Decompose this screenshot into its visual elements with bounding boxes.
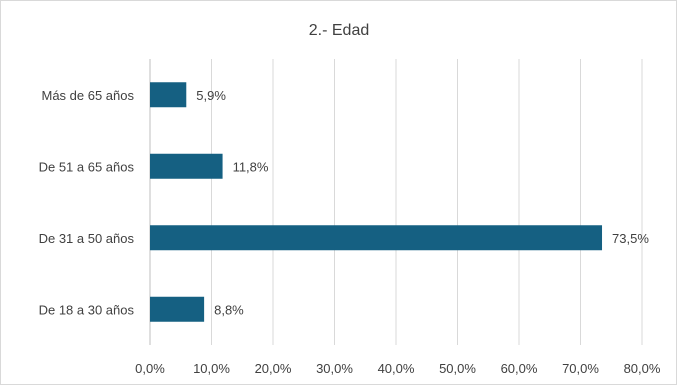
- gridlines: [149, 59, 643, 345]
- category-label-1: De 31 a 50 años: [39, 231, 135, 246]
- tick-label-40: 40,0%: [378, 361, 415, 376]
- data-label-2: 11,8%: [233, 159, 269, 174]
- bar-0: [150, 296, 205, 322]
- tick-label-70: 70,0%: [562, 361, 599, 376]
- tick-label-0: 0,0%: [135, 361, 165, 376]
- category-label-0: De 18 a 30 años: [39, 302, 135, 317]
- tick-label-20: 20,0%: [255, 361, 292, 376]
- bars: [150, 82, 603, 322]
- tick-label-10: 10,0%: [193, 361, 230, 376]
- tick-label-50: 50,0%: [439, 361, 476, 376]
- tick-label-30: 30,0%: [316, 361, 353, 376]
- bar-3: [150, 82, 187, 108]
- chart-title: 2.- Edad: [309, 22, 369, 39]
- bar-1: [150, 225, 603, 251]
- category-label-3: Más de 65 años: [41, 88, 134, 103]
- data-labels: 8,8% 73,5% 11,8% 5,9%: [196, 88, 649, 318]
- data-label-3: 5,9%: [196, 88, 226, 103]
- bar-2: [150, 153, 223, 179]
- data-label-1: 73,5%: [612, 231, 649, 246]
- data-label-0: 8,8%: [214, 302, 244, 317]
- category-label-2: De 51 a 65 años: [39, 159, 135, 174]
- tick-labels: 0,0% 10,0% 20,0% 30,0% 40,0% 50,0% 60,0% 70,0% 8…: [135, 361, 661, 376]
- tick-label-80: 80,0%: [624, 361, 661, 376]
- category-labels: De 18 a 30 años De 31 a 50 años De 51 a 65…: [39, 88, 135, 318]
- tick-label-60: 60,0%: [501, 361, 538, 376]
